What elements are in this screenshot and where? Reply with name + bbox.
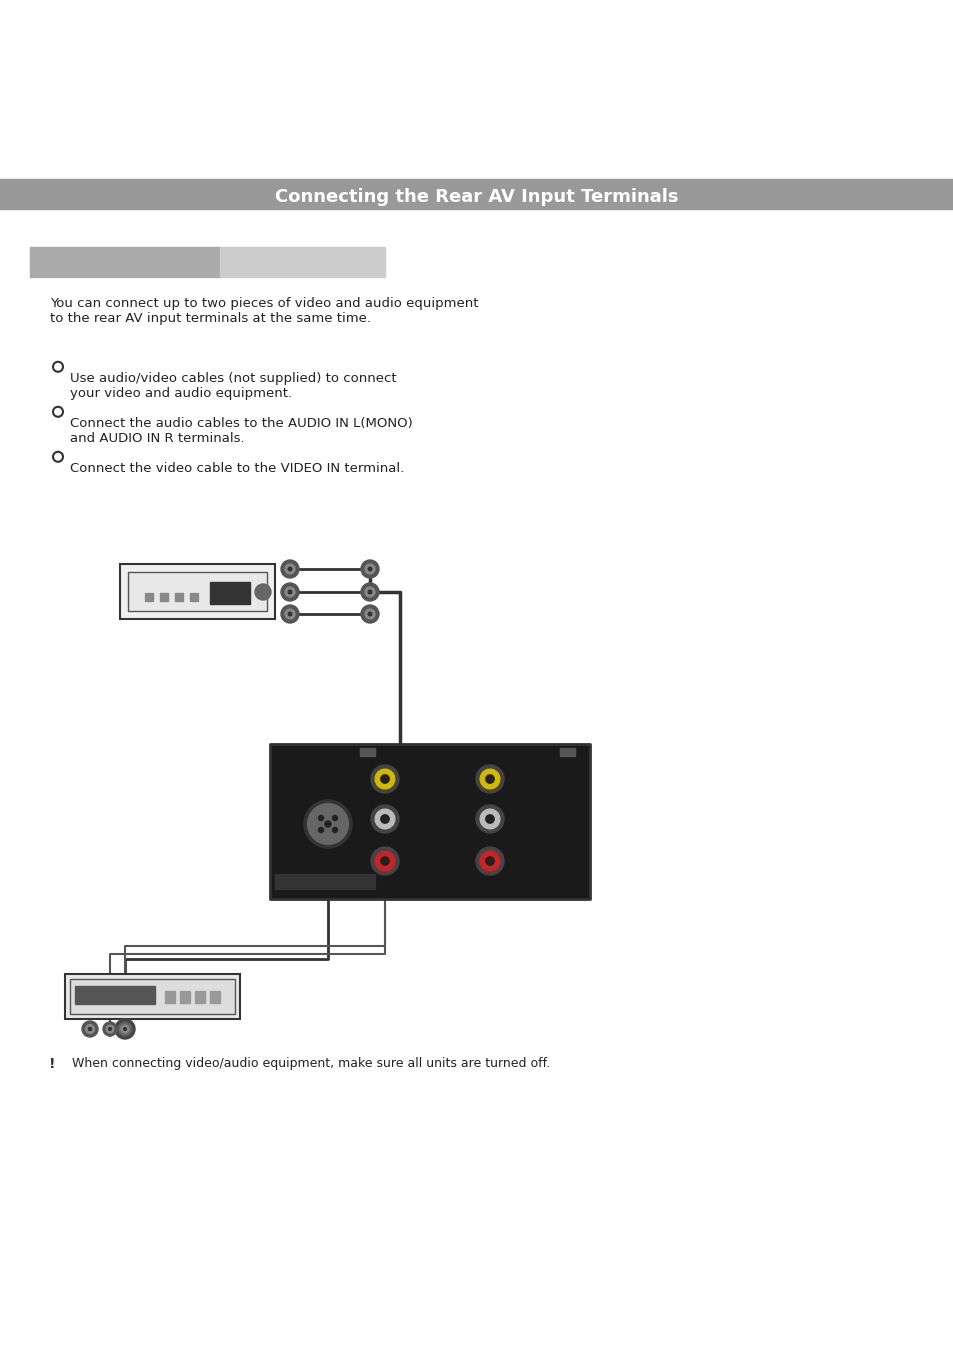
Bar	[145, 594, 152, 602]
Text: Connecting the Rear AV Input Terminals: Connecting the Rear AV Input Terminals	[275, 188, 678, 206]
Circle shape	[86, 1025, 94, 1033]
Text: Connect the audio cables to the AUDIO IN L(MONO)
and AUDIO IN R terminals.: Connect the audio cables to the AUDIO IN…	[70, 417, 413, 445]
Circle shape	[380, 815, 389, 823]
Circle shape	[476, 805, 503, 832]
Circle shape	[288, 591, 292, 594]
Text: Connect the video cable to the VIDEO IN terminal.: Connect the video cable to the VIDEO IN …	[70, 461, 404, 475]
Circle shape	[360, 583, 378, 602]
Bar	[559, 747, 575, 755]
Circle shape	[365, 587, 375, 598]
Circle shape	[121, 1025, 129, 1033]
Circle shape	[479, 769, 499, 789]
Bar	[174, 594, 183, 602]
Circle shape	[281, 604, 298, 623]
Bar	[30, 247, 220, 277]
Circle shape	[115, 1018, 135, 1039]
Circle shape	[371, 805, 398, 832]
Circle shape	[124, 1028, 126, 1031]
Circle shape	[365, 608, 375, 619]
Circle shape	[103, 1023, 117, 1036]
Bar	[160, 594, 168, 602]
Circle shape	[476, 765, 503, 793]
Bar	[210, 581, 250, 604]
Bar	[0, 179, 953, 209]
Bar	[120, 564, 274, 619]
Bar	[128, 572, 267, 611]
Circle shape	[285, 587, 294, 598]
Circle shape	[281, 583, 298, 602]
Circle shape	[89, 1028, 91, 1031]
Circle shape	[119, 1023, 131, 1035]
Circle shape	[254, 584, 271, 600]
Bar	[65, 974, 240, 1018]
Circle shape	[375, 809, 395, 828]
Bar	[165, 992, 174, 1004]
Circle shape	[479, 809, 499, 828]
Circle shape	[375, 851, 395, 871]
Bar	[194, 992, 205, 1004]
Circle shape	[333, 816, 337, 820]
Circle shape	[368, 567, 372, 571]
Text: Use audio/video cables (not supplied) to connect
your video and audio equipment.: Use audio/video cables (not supplied) to…	[70, 372, 396, 399]
Circle shape	[485, 815, 494, 823]
Text: !: !	[49, 1058, 55, 1071]
Text: You can connect up to two pieces of video and audio equipment
to the rear AV inp: You can connect up to two pieces of vide…	[50, 297, 478, 325]
Circle shape	[325, 822, 331, 827]
Circle shape	[82, 1021, 98, 1037]
Circle shape	[380, 774, 389, 784]
Circle shape	[288, 567, 292, 571]
Bar	[180, 992, 190, 1004]
Circle shape	[476, 847, 503, 876]
Circle shape	[375, 769, 395, 789]
Bar	[220, 247, 385, 277]
Bar	[75, 986, 154, 1004]
Circle shape	[106, 1025, 113, 1033]
Circle shape	[318, 816, 323, 820]
Bar	[70, 979, 234, 1014]
Circle shape	[360, 560, 378, 577]
Circle shape	[371, 847, 398, 876]
Circle shape	[288, 612, 292, 615]
Circle shape	[380, 857, 389, 865]
Circle shape	[118, 1023, 132, 1036]
Bar	[210, 992, 220, 1004]
Circle shape	[371, 765, 398, 793]
Circle shape	[485, 774, 494, 784]
Circle shape	[307, 804, 348, 844]
Circle shape	[333, 827, 337, 832]
Circle shape	[318, 827, 323, 832]
Circle shape	[304, 800, 352, 849]
Circle shape	[368, 591, 372, 594]
Bar	[270, 745, 589, 898]
Bar	[359, 747, 375, 755]
Bar	[190, 594, 198, 602]
Circle shape	[485, 857, 494, 865]
Circle shape	[365, 564, 375, 573]
Bar	[274, 874, 375, 889]
Circle shape	[281, 560, 298, 577]
Text: When connecting video/audio equipment, make sure all units are turned off.: When connecting video/audio equipment, m…	[71, 1058, 550, 1071]
Circle shape	[109, 1028, 112, 1031]
Circle shape	[360, 604, 378, 623]
Circle shape	[368, 612, 372, 615]
Circle shape	[479, 851, 499, 871]
Circle shape	[285, 564, 294, 573]
Circle shape	[285, 608, 294, 619]
